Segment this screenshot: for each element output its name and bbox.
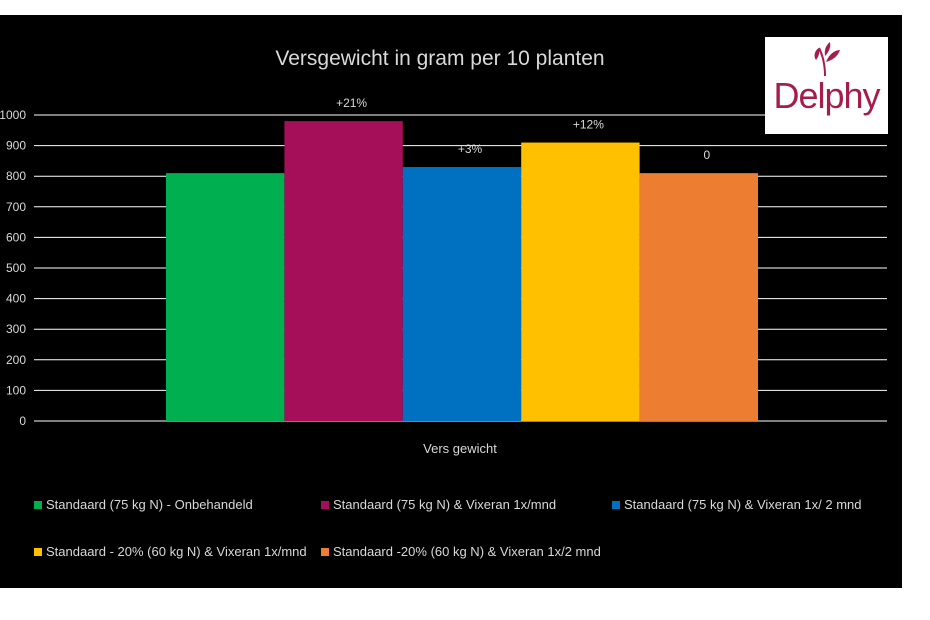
legend-label: Standaard (75 kg N) & Vixeran 1x/ 2 mnd [624,497,862,512]
legend-item-2: Standaard (75 kg N) & Vixeran 1x/mnd [321,497,556,512]
chart-svg: Versgewicht in gram per 10 planten 0 100 2… [0,47,887,456]
legend-label: Standaard -20% (60 kg N) & Vixeran 1x/2 … [333,544,601,559]
x-axis-label: Vers gewicht [423,441,497,456]
chart-panel: Versgewicht in gram per 10 planten 0 100 2… [0,15,902,588]
logo-text: Delphy [773,75,880,116]
y-tick-label: 400 [6,292,26,306]
data-label-4: +12% [573,118,604,132]
bar-5 [639,173,758,421]
y-tick-label: 500 [6,261,26,275]
bar-3 [402,167,522,421]
y-tick-label: 300 [6,322,26,336]
legend-swatch [612,500,620,509]
legend-item-5: Standaard -20% (60 kg N) & Vixeran 1x/2 … [321,544,601,559]
delphy-logo: Delphy [765,37,888,134]
data-label-3: +3% [458,142,483,156]
bar-2 [284,121,403,422]
label-layer: +21% +3% +12% 0 [336,96,710,162]
legend-item-1: Standaard (75 kg N) - Onbehandeld [34,497,253,512]
y-tick-label: 0 [19,414,26,428]
y-tick-label: 800 [6,169,26,183]
leaf-icon [814,42,840,76]
bar-layer [166,121,758,422]
legend-swatch [321,500,329,509]
legend-swatch [34,547,42,556]
y-tick-label: 100 [6,383,26,397]
y-tick-label: 600 [6,230,26,244]
legend-label: Standaard - 20% (60 kg N) & Vixeran 1x/m… [46,544,307,559]
legend-swatch [321,547,329,556]
bar-1 [166,173,285,421]
chart-title: Versgewicht in gram per 10 planten [275,47,604,70]
data-label-2: +21% [336,96,367,110]
y-tick-label: 900 [6,139,26,153]
legend-label: Standaard (75 kg N) & Vixeran 1x/mnd [333,497,557,512]
legend-item-3: Standaard (75 kg N) & Vixeran 1x/ 2 mnd [612,497,862,512]
legend-label: Standaard (75 kg N) - Onbehandeld [46,497,253,512]
y-tick-label: 700 [6,200,26,214]
legend-swatch [34,500,42,509]
bar-4 [521,142,640,421]
data-label-5: 0 [703,148,710,162]
legend-item-4: Standaard - 20% (60 kg N) & Vixeran 1x/m… [34,544,307,559]
y-tick-label: 200 [6,353,26,367]
y-tick-label: 1000 [0,108,26,122]
